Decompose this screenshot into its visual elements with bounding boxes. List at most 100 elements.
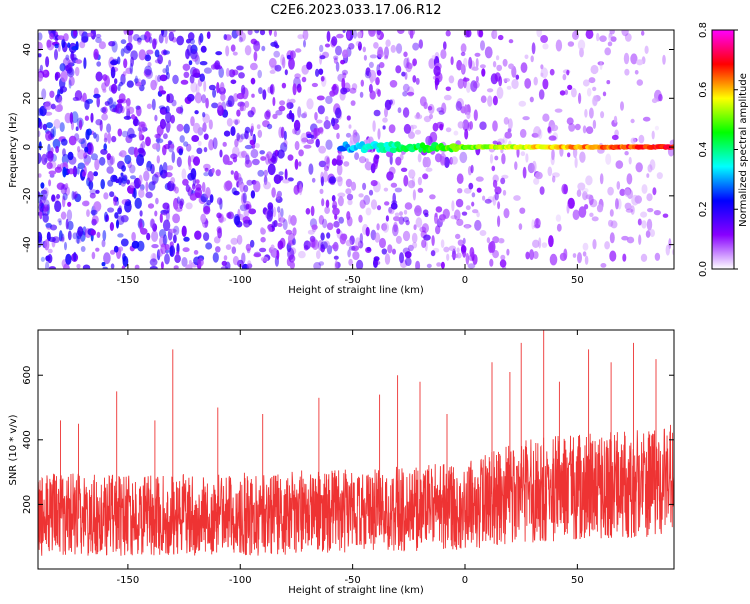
spectrogram-cell [497, 215, 501, 228]
spectrogram-cell [384, 55, 389, 60]
spectrogram-cell [263, 169, 268, 177]
spectrogram-cell [303, 111, 308, 118]
spectrogram-x-tick-label: -50 [344, 275, 360, 286]
spectrogram-cell [242, 192, 247, 204]
spectrogram-cell [155, 197, 159, 205]
spectrogram-cell [253, 180, 261, 193]
spectrogram-cell [60, 70, 68, 83]
spectrogram-cell [541, 242, 548, 248]
spectrogram-cell [163, 50, 170, 55]
spectrogram-cell [388, 124, 396, 134]
spectrogram-cell [450, 156, 458, 165]
spectrogram-cell [250, 77, 256, 85]
spectrogram-cell [347, 199, 353, 206]
spectrogram-cell [123, 58, 128, 69]
spectrogram-cell [217, 101, 223, 111]
spectrogram-cell [300, 132, 308, 144]
spectrogram-cell [475, 176, 484, 182]
spectrogram-cell [165, 111, 172, 124]
spectrogram-cell [635, 162, 643, 173]
spectrogram-cell [348, 258, 353, 266]
spectrogram-cell [86, 32, 94, 37]
spectrogram-cell [268, 30, 273, 36]
spectrogram-cell [625, 208, 634, 213]
spectrogram-cell [172, 74, 179, 85]
spectrogram-cell [334, 213, 338, 220]
spectrogram-cell [234, 215, 241, 226]
spectrogram-cell [584, 108, 588, 118]
spectrogram-cell [365, 226, 370, 237]
spectrogram-cell [384, 201, 390, 206]
spectrogram-cell [106, 123, 112, 133]
spectrogram-x-label: Height of straight line (km) [288, 285, 424, 296]
spectrogram-cell [496, 86, 504, 99]
spectrogram-cell [480, 40, 485, 51]
spectrogram-cell [130, 175, 136, 180]
spectrogram-cell [465, 81, 471, 93]
spectrogram-x-tick-label: 50 [571, 275, 584, 286]
spectrogram-cell [162, 219, 171, 232]
spectrogram-cell [226, 118, 233, 127]
spectrogram-cell [427, 105, 433, 111]
spectrogram-cell [289, 261, 295, 269]
spectrogram-cell [532, 239, 540, 248]
spectrogram-cell [298, 183, 303, 196]
spectrogram-cell [195, 83, 200, 96]
spectrogram-cell [281, 82, 287, 89]
spectrogram-cell [72, 191, 77, 200]
spectrogram-cell [373, 109, 381, 117]
spectrogram-cell [83, 154, 92, 165]
spectrogram-cell [124, 154, 132, 165]
spectrogram-cell [460, 63, 465, 74]
spectrogram-cell [319, 44, 324, 53]
spectrogram-cell [67, 168, 75, 175]
spectrogram-cell [341, 77, 346, 90]
spectrogram-cell [53, 118, 61, 129]
spectrogram-cell [654, 252, 661, 261]
spectrogram-cell [104, 132, 108, 141]
spectrogram-cell [120, 172, 124, 177]
spectrogram-cell [348, 245, 356, 251]
spectrogram-cell [305, 131, 312, 136]
spectrogram-cell [102, 74, 108, 81]
spectrogram-cell [376, 205, 382, 211]
spectrogram-cell [133, 187, 137, 199]
spectrogram-cell [421, 223, 429, 234]
spectrogram-cell [567, 197, 575, 209]
spectrogram-cell [185, 202, 193, 210]
spectrogram-cell [232, 51, 238, 56]
snr-x-tick-label: -100 [229, 575, 252, 586]
spectrogram-cell [540, 35, 548, 43]
spectrogram-cells [38, 30, 674, 269]
spectrogram-cell [358, 214, 363, 223]
spectrogram-cell [268, 57, 277, 68]
snr-x-label: Height of straight line (km) [288, 585, 424, 596]
snr-x-ticks: -150 -100 -50 0 50 [117, 330, 584, 586]
spectrogram-cell [328, 176, 337, 184]
spectrogram-cell [226, 100, 233, 107]
spectrogram-cell [404, 202, 413, 210]
spectrogram-cell [83, 152, 88, 159]
snr-y-tick-label: 200 [22, 495, 33, 514]
spectrogram-cell [131, 231, 136, 242]
spectrogram-cell [64, 241, 67, 251]
spectrogram-cell [286, 102, 294, 109]
spectrogram-cell [638, 134, 645, 144]
spectrogram-cell [93, 52, 99, 60]
spectrogram-cell [102, 230, 107, 241]
spectrogram-cell [472, 209, 479, 214]
spectrogram-cell [38, 173, 42, 178]
spectrogram-cell [296, 83, 302, 93]
spectrogram-cell [445, 127, 452, 133]
spectrogram-cell [481, 68, 486, 77]
spectrogram-cell [462, 119, 470, 131]
spectrogram-cell [111, 135, 117, 143]
spectrogram-cell [250, 148, 259, 159]
snr-y-ticks: 200 400 600 [22, 366, 674, 514]
spectrogram-cell [277, 206, 281, 213]
spectrogram-cell [196, 147, 203, 154]
spectrogram-cell [413, 224, 417, 231]
spectrogram-cell [277, 149, 285, 159]
spectrogram-cell [335, 107, 342, 119]
spectrogram-cell [646, 173, 650, 178]
